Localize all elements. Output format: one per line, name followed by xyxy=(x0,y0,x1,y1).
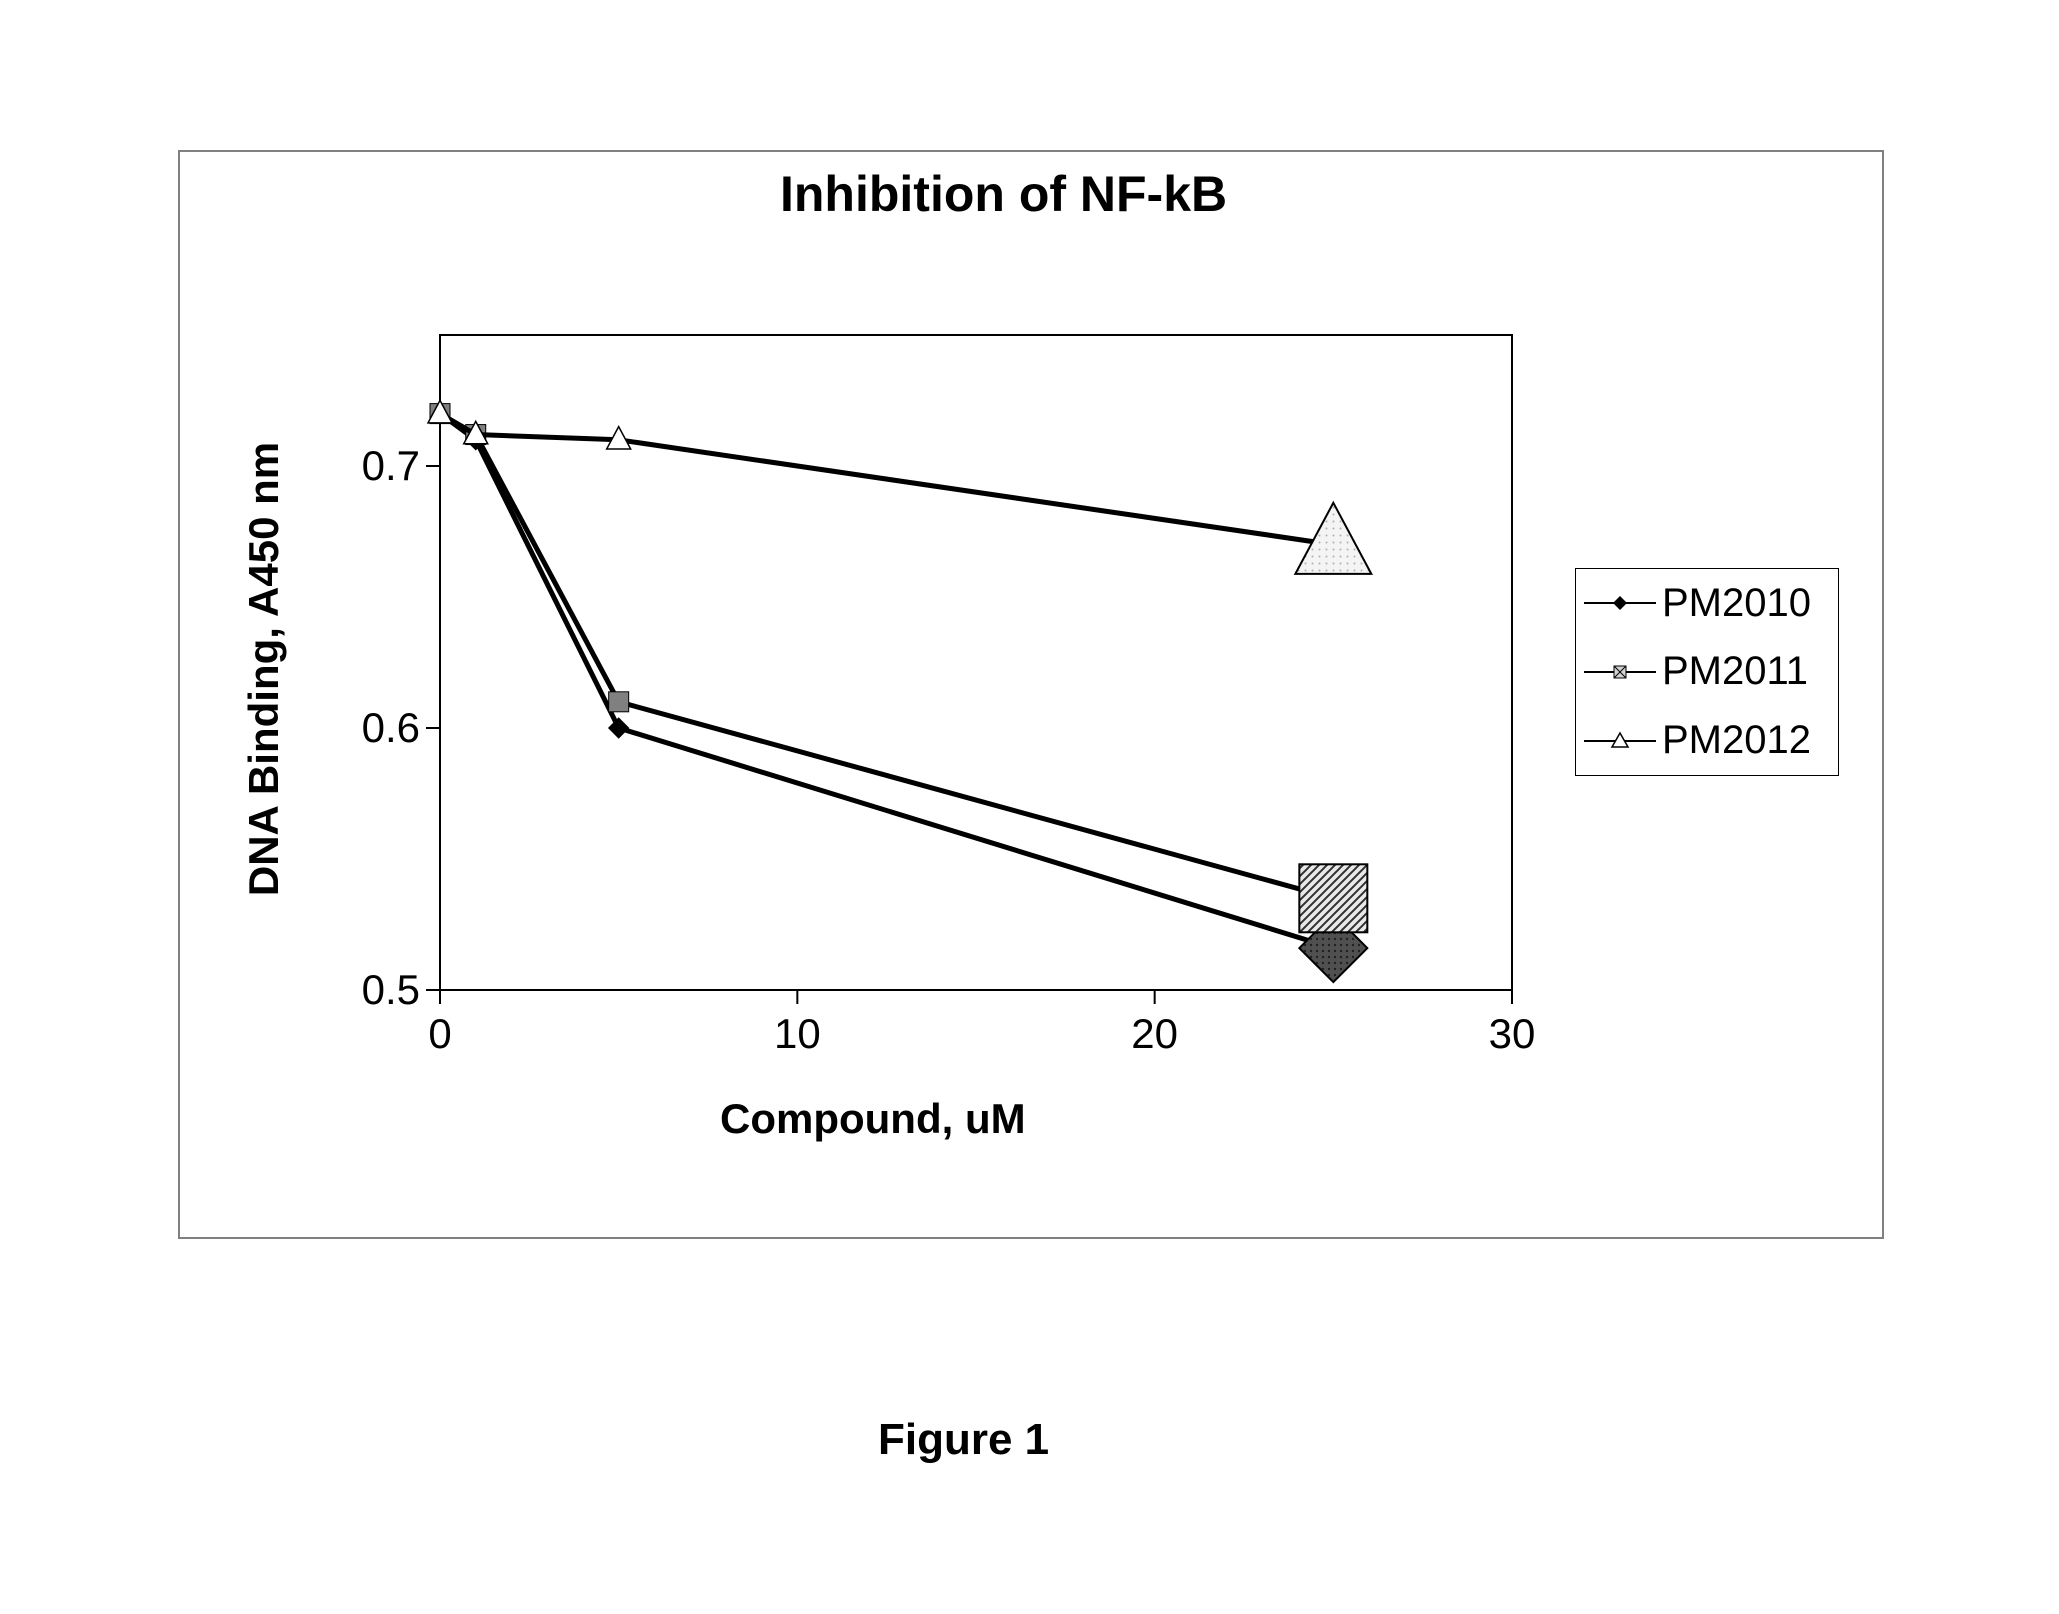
y-tick-label: 0.6 xyxy=(330,704,420,752)
legend-item: PM2010 xyxy=(1576,569,1838,638)
y-tick-label: 0.7 xyxy=(330,442,420,490)
y-axis-label: DNA Binding, A450 nm xyxy=(240,419,288,919)
legend-marker-triangle-icon xyxy=(1584,726,1656,756)
x-tick-label: 10 xyxy=(767,1010,827,1058)
x-tick-label: 20 xyxy=(1125,1010,1185,1058)
legend-label: PM2010 xyxy=(1662,581,1811,626)
page-root: Inhibition of NF-kB DNA Binding, A450 nm… xyxy=(0,0,2059,1614)
legend: PM2010 PM2011 PM2012 xyxy=(1575,568,1839,776)
legend-marker-square-icon xyxy=(1584,657,1656,687)
legend-item: PM2011 xyxy=(1576,638,1838,707)
figure-caption: Figure 1 xyxy=(878,1415,1049,1465)
x-tick-label: 30 xyxy=(1482,1010,1542,1058)
y-tick-label: 0.5 xyxy=(330,966,420,1014)
legend-item: PM2012 xyxy=(1576,706,1838,775)
legend-label: PM2011 xyxy=(1662,649,1808,694)
legend-label: PM2012 xyxy=(1662,718,1811,763)
legend-marker-diamond-icon xyxy=(1584,588,1656,618)
x-tick-label: 0 xyxy=(410,1010,470,1058)
x-axis-label: Compound, uM xyxy=(720,1095,1026,1143)
chart-title: Inhibition of NF-kB xyxy=(780,165,1227,223)
